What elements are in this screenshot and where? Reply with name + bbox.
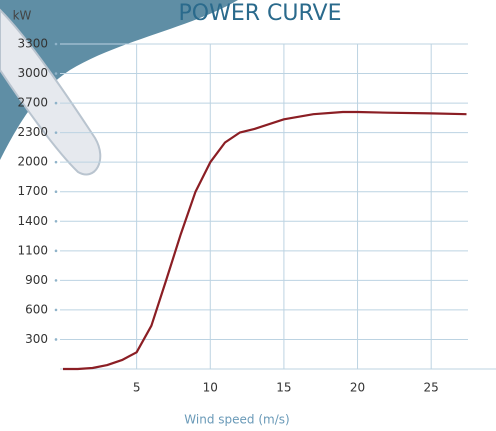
data-line	[63, 112, 467, 369]
y-unit: kW	[13, 9, 32, 23]
y-tick-mark	[55, 43, 58, 46]
y-tick-label: 2300	[17, 125, 48, 139]
y-tick-mark	[55, 279, 58, 282]
y-tick-mark	[55, 102, 58, 105]
y-tick-label: 3300	[17, 37, 48, 51]
y-tick-label: 600	[25, 302, 48, 316]
y-tick-mark	[55, 72, 58, 75]
x-tick-label: 25	[424, 381, 439, 395]
chart-title: POWER CURVE	[178, 1, 341, 26]
y-tick-mark	[55, 309, 58, 312]
chart: POWER CURVE kW Wind speed (m/s) 300 600 90…	[0, 0, 496, 431]
x-tick-label: 15	[276, 381, 291, 395]
y-tick-mark	[55, 131, 58, 134]
y-tick-label: 1700	[17, 184, 48, 198]
x-tick-label: 10	[203, 381, 218, 395]
y-tick-mark	[55, 161, 58, 164]
y-tick-label: 1100	[17, 243, 48, 257]
x-tick-label: 5	[133, 381, 141, 395]
y-tick-label: 2700	[17, 96, 48, 110]
x-axis-title: Wind speed (m/s)	[184, 413, 289, 427]
y-tick-label: 300	[25, 332, 48, 346]
y-tick-mark	[55, 250, 58, 253]
y-tick-mark	[55, 190, 58, 193]
y-tick-label: 900	[25, 273, 48, 287]
y-tick-mark	[55, 220, 58, 223]
y-tick-label: 2000	[17, 155, 48, 169]
y-tick-mark	[55, 338, 58, 341]
x-tick-label: 20	[350, 381, 365, 395]
y-tick-label: 3000	[17, 66, 48, 80]
y-tick-label: 1400	[17, 214, 48, 228]
